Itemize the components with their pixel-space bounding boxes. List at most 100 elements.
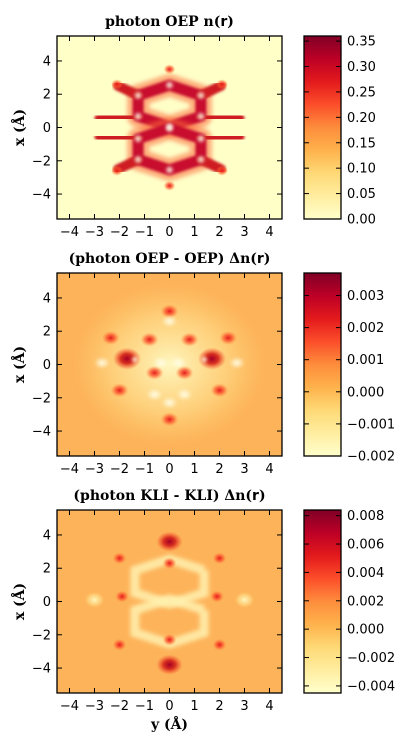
colorbar-frame bbox=[303, 509, 342, 694]
x-tick-label: −1 bbox=[135, 225, 154, 240]
depletion-spot bbox=[176, 388, 193, 401]
minor-lobe bbox=[210, 383, 229, 398]
y-tick-label: −2 bbox=[32, 391, 51, 406]
ch-bond-density bbox=[196, 131, 245, 144]
x-tick-label: 0 bbox=[165, 225, 173, 240]
hydrogen-density bbox=[111, 165, 123, 176]
colorbar-tick-label: 0.20 bbox=[347, 111, 376, 126]
colorbar-tick-label: 0.006 bbox=[347, 538, 384, 553]
y-tick-label: 0 bbox=[43, 595, 51, 610]
strong-lobe bbox=[198, 347, 226, 370]
x-tick-label: 2 bbox=[215, 462, 223, 477]
colorbar-tick-label: 0.00 bbox=[347, 213, 376, 228]
hydrogen-density bbox=[111, 79, 123, 90]
panel-title: (photon OEP - OEP) Δn(r) bbox=[69, 251, 271, 267]
x-tick-label: −4 bbox=[60, 225, 79, 240]
hydrogen-density bbox=[163, 180, 176, 191]
y-tick-label: 0 bbox=[43, 358, 51, 373]
depletion-region bbox=[74, 284, 265, 445]
depletion-spot bbox=[94, 356, 110, 369]
colorbar-tick-label: 0.30 bbox=[347, 60, 376, 75]
x-tick-label: −3 bbox=[85, 699, 104, 714]
hydrogen-density bbox=[216, 165, 228, 176]
y-tick-label: −2 bbox=[32, 154, 51, 169]
x-tick-label: 4 bbox=[265, 225, 273, 240]
minor-lobe bbox=[210, 590, 224, 603]
y-tick-label: 2 bbox=[43, 88, 51, 103]
colorbar-tick-label: 0.10 bbox=[347, 162, 376, 177]
atom-center-highlight bbox=[195, 133, 206, 144]
atom-center-highlight bbox=[195, 90, 206, 101]
y-tick-label: 4 bbox=[43, 291, 51, 306]
minor-lobe bbox=[140, 332, 159, 347]
colorbar-tick-label: 0.001 bbox=[347, 353, 384, 368]
depletion-spot bbox=[161, 396, 178, 409]
minor-lobe bbox=[112, 552, 127, 565]
x-tick-label: 4 bbox=[265, 462, 273, 477]
x-tick-label: −1 bbox=[135, 699, 154, 714]
depletion-spot bbox=[229, 356, 245, 369]
y-tick-label: −2 bbox=[32, 628, 51, 643]
y-tick-label: −4 bbox=[32, 188, 51, 203]
x-tick-label: 0 bbox=[165, 462, 173, 477]
heatmap-image bbox=[57, 510, 282, 693]
x-tick-label: −2 bbox=[110, 225, 129, 240]
heatmap-image bbox=[57, 273, 282, 456]
colorbar-tick-label: 0.35 bbox=[347, 35, 376, 50]
y-tick-label: −4 bbox=[32, 662, 51, 677]
colorbar-tick-label: 0.008 bbox=[347, 509, 384, 524]
atom-center-highlight bbox=[195, 154, 206, 165]
colorbar-frame bbox=[303, 272, 342, 457]
strong-lobe bbox=[113, 347, 141, 370]
atom-center-highlight bbox=[133, 111, 144, 122]
panel-3: (photon KLI - KLI) Δn(r) −4 −3 −2 −1 0 1 2 3 4 4 2 0… bbox=[10, 488, 395, 733]
minor-lobe bbox=[101, 330, 120, 345]
depletion-spot bbox=[161, 315, 178, 328]
colorbar bbox=[304, 36, 341, 219]
panel-title: (photon KLI - KLI) Δn(r) bbox=[73, 488, 265, 504]
panel-1: photon OEP n(r) −4 −3 −2 −1 0 1 2 3 4 4 2 0 −2 −4 x (Å)… bbox=[10, 14, 376, 240]
minor-lobe bbox=[115, 590, 129, 603]
atom-center-highlight bbox=[133, 154, 144, 165]
x-tick-label: 0 bbox=[165, 699, 173, 714]
colorbar-tick-label: 0.002 bbox=[347, 321, 384, 336]
minor-lobe bbox=[162, 557, 177, 570]
x-axis-label: y (Å) bbox=[150, 715, 188, 733]
y-tick-label: 0 bbox=[43, 121, 51, 136]
minor-lobe bbox=[160, 412, 179, 427]
y-tick-label: 2 bbox=[43, 562, 51, 577]
colorbar-tick-label: 0.000 bbox=[347, 623, 384, 638]
minor-lobe bbox=[212, 552, 227, 565]
ch-bond-density bbox=[196, 111, 245, 124]
y-axis-label: x (Å) bbox=[10, 346, 28, 383]
minor-lobe bbox=[110, 383, 129, 398]
minor-lobe bbox=[145, 365, 164, 380]
ch-bond-density bbox=[94, 131, 143, 144]
colorbar-tick-label: −0.002 bbox=[347, 450, 395, 465]
x-tick-label: −3 bbox=[85, 225, 104, 240]
x-tick-label: 1 bbox=[190, 462, 198, 477]
minor-lobe bbox=[219, 330, 238, 345]
x-tick-label: −2 bbox=[110, 462, 129, 477]
depletion-spot bbox=[152, 356, 169, 369]
atom-center-highlight bbox=[133, 90, 144, 101]
x-tick-label: −4 bbox=[60, 462, 79, 477]
x-tick-label: −2 bbox=[110, 699, 129, 714]
lobe-core bbox=[200, 355, 209, 364]
colorbar-frame bbox=[303, 35, 342, 220]
x-tick-label: 2 bbox=[215, 225, 223, 240]
colorbar-tick-label: −0.002 bbox=[347, 651, 395, 666]
colorbar bbox=[304, 273, 341, 456]
depletion-spot bbox=[170, 356, 187, 369]
colorbar-tick-label: 0.05 bbox=[347, 187, 376, 202]
minor-lobe bbox=[160, 304, 179, 319]
atom-center-highlight bbox=[195, 111, 206, 122]
x-tick-label: −4 bbox=[60, 699, 79, 714]
y-axis-label: x (Å) bbox=[10, 109, 28, 146]
heatmap-image bbox=[57, 36, 282, 219]
y-tick-label: 4 bbox=[43, 54, 51, 69]
ring-depletion bbox=[130, 594, 209, 649]
minor-lobe bbox=[112, 638, 127, 651]
hydrogen-density bbox=[163, 64, 176, 75]
y-axis-label: x (Å) bbox=[10, 583, 28, 620]
